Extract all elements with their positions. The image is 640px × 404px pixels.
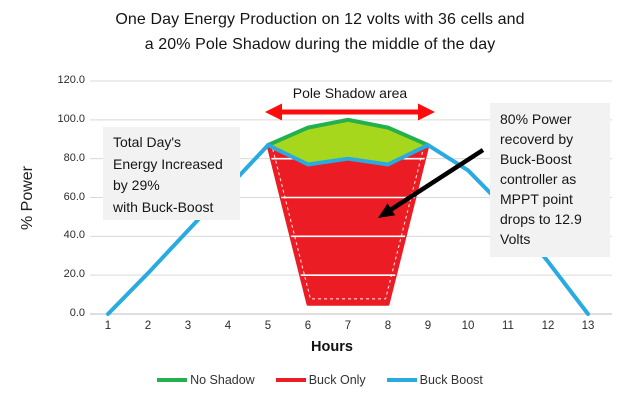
x-tick-label: 7 xyxy=(344,320,352,332)
pole-shadow-label: Pole Shadow area xyxy=(292,85,408,101)
x-tick-label: 9 xyxy=(424,320,432,332)
x-tick-label: 3 xyxy=(184,320,192,332)
x-tick-label: 11 xyxy=(502,320,514,332)
annotation-arrows xyxy=(265,103,485,218)
y-tick-label: 80.0 xyxy=(63,151,85,164)
y-tick-label: 20.0 xyxy=(63,268,85,281)
legend-label: No Shadow xyxy=(190,373,255,387)
x-tick-label: 5 xyxy=(264,320,272,332)
x-tick-label: 12 xyxy=(541,320,555,332)
legend-label: Buck Only xyxy=(308,373,366,387)
legend-label: Buck Boost xyxy=(419,373,483,387)
right-annotation-box: 80% Power recoverd by Buck-Boost control… xyxy=(490,103,610,257)
x-tick-label: 1 xyxy=(104,320,112,332)
legend-item-no-shadow: No Shadow xyxy=(157,373,255,387)
chart-title-line2: a 20% Pole Shadow during the middle of t… xyxy=(144,36,496,53)
x-tick-label: 10 xyxy=(461,320,475,332)
legend-swatch xyxy=(157,378,188,382)
legend-item-buck-only: Buck Only xyxy=(275,373,366,387)
buck-only-lost-area xyxy=(266,143,430,306)
x-tick-label: 2 xyxy=(144,320,152,332)
y-tick-label: 60.0 xyxy=(63,190,85,203)
x-axis-tick-labels: 1 2 3 4 5 6 7 8 9 10 11 12 13 xyxy=(0,320,640,336)
no-shadow-series xyxy=(266,117,430,165)
y-tick-label: 100.0 xyxy=(57,112,85,125)
x-tick-label: 13 xyxy=(581,320,595,332)
x-axis-title: Hours xyxy=(311,339,353,355)
y-tick-label: 40.0 xyxy=(63,229,85,242)
y-tick-label: 120.0 xyxy=(57,74,85,86)
legend-swatch xyxy=(275,378,306,382)
chart-title-line1: One Day Energy Production on 12 volts wi… xyxy=(115,11,525,28)
legend-swatch xyxy=(386,378,417,382)
legend: No Shadow Buck Only Buck Boost xyxy=(0,373,640,387)
y-tick-label: 0.0 xyxy=(69,307,85,319)
left-annotation-box: Total Day's Energy Increased by 29% with… xyxy=(103,127,240,220)
y-axis-tick-labels: 120.0 100.0 80.0 60.0 40.0 20.0 0.0 xyxy=(38,0,85,340)
x-tick-label: 8 xyxy=(384,320,392,332)
x-tick-label: 6 xyxy=(304,320,312,332)
legend-item-buck-boost: Buck Boost xyxy=(386,373,483,387)
chart-title: One Day Energy Production on 12 volts wi… xyxy=(0,7,640,57)
x-tick-label: 4 xyxy=(224,320,232,332)
